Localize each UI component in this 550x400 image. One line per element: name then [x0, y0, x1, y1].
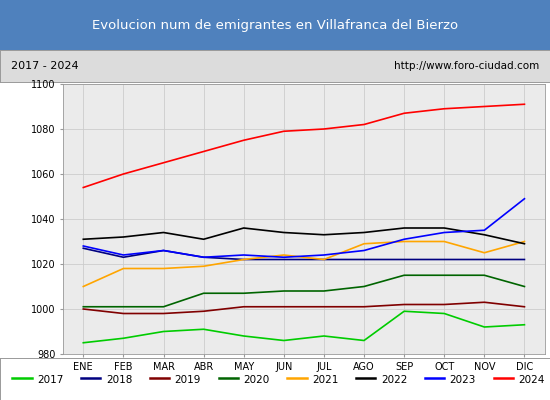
Text: 2022: 2022	[381, 375, 407, 385]
Text: 2017 - 2024: 2017 - 2024	[11, 61, 79, 71]
Text: 2017: 2017	[37, 375, 63, 385]
Text: Evolucion num de emigrantes en Villafranca del Bierzo: Evolucion num de emigrantes en Villafran…	[92, 18, 458, 32]
Text: 2018: 2018	[106, 375, 132, 385]
Text: 2020: 2020	[243, 375, 270, 385]
Text: 2019: 2019	[175, 375, 201, 385]
Text: http://www.foro-ciudad.com: http://www.foro-ciudad.com	[394, 61, 539, 71]
Text: 2024: 2024	[518, 375, 544, 385]
Text: 2021: 2021	[312, 375, 338, 385]
Text: 2023: 2023	[450, 375, 476, 385]
